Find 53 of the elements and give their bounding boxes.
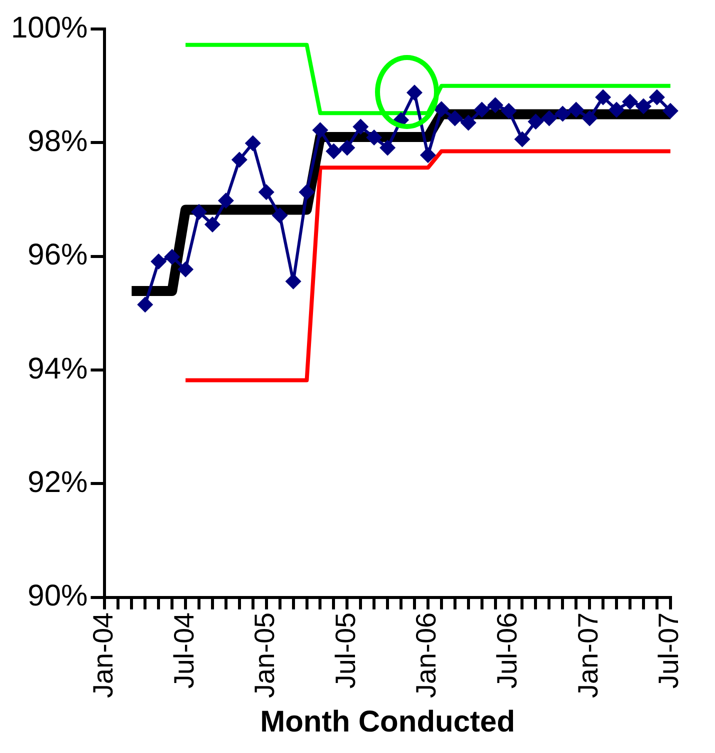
point — [474, 102, 490, 118]
point — [514, 131, 530, 148]
point — [218, 192, 234, 209]
point — [460, 114, 476, 131]
point — [608, 102, 625, 118]
point — [528, 114, 544, 130]
point — [568, 102, 584, 118]
point — [326, 143, 342, 160]
point — [433, 101, 450, 118]
y-tick-label: 96% — [28, 238, 88, 272]
point — [648, 89, 665, 106]
point — [487, 97, 504, 114]
point — [272, 207, 288, 224]
y-tick-label: 98% — [28, 124, 88, 158]
x-tick-label: Jul-04 — [168, 612, 200, 689]
x-axis-title: Month Conducted — [260, 705, 516, 738]
point — [595, 89, 612, 106]
point — [204, 216, 220, 233]
y-tick-label: 100% — [10, 11, 88, 44]
point — [662, 102, 678, 119]
x-tick-label: Jan-06 — [410, 612, 442, 698]
y-tick-label: 92% — [28, 466, 88, 499]
point — [500, 102, 517, 119]
point — [406, 84, 422, 101]
x-tick-label: Jul-07 — [653, 612, 684, 689]
x-tick-label: Jul-05 — [330, 612, 361, 689]
point — [420, 147, 436, 164]
point — [244, 135, 261, 152]
point — [231, 152, 248, 168]
point — [622, 94, 638, 110]
point — [352, 118, 369, 135]
point — [446, 110, 463, 126]
x-tick-label: Jan-07 — [572, 612, 604, 698]
point — [366, 130, 382, 146]
x-tick-label: Jul-06 — [492, 612, 522, 689]
y-tick-label: 90% — [28, 580, 88, 613]
point — [137, 296, 154, 313]
point — [298, 184, 315, 200]
point — [582, 110, 598, 126]
point — [380, 140, 396, 156]
point — [635, 98, 652, 114]
x-tick-label: Jan-05 — [249, 612, 280, 698]
point — [554, 106, 571, 122]
point — [178, 261, 194, 278]
y-tick-label: 94% — [28, 352, 88, 386]
point — [191, 204, 208, 220]
point — [150, 253, 167, 270]
point — [164, 248, 180, 265]
x-tick-label: Jan-04 — [87, 612, 118, 698]
point — [312, 122, 328, 138]
point — [541, 110, 558, 126]
point — [258, 184, 274, 200]
point — [339, 140, 356, 156]
